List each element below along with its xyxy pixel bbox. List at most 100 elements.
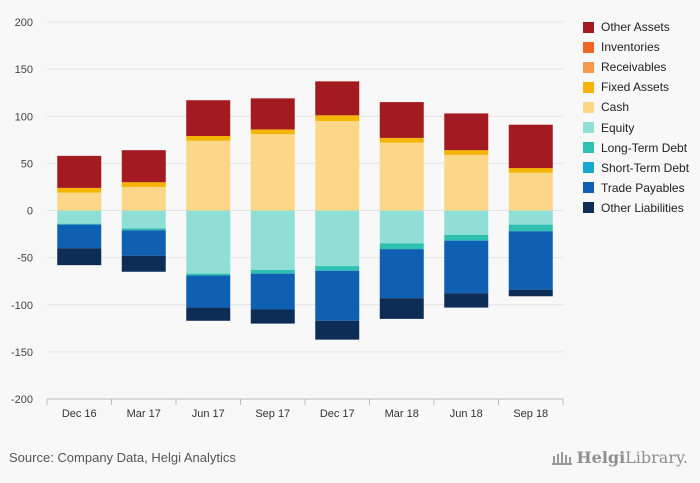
x-tick-label: Sep 17 [255,408,290,420]
bar-segment[interactable] [250,210,295,270]
legend-swatch [583,162,594,174]
legend-label: Other Liabilities [601,200,684,215]
bar-segment[interactable] [121,186,166,211]
bar-segment[interactable] [379,137,424,143]
bar-segment[interactable] [186,136,231,141]
bar-segment[interactable] [121,210,166,229]
x-tick-label: Mar 17 [127,408,161,420]
y-tick-label: -150 [11,347,33,359]
x-tick-label: Sep 18 [513,408,548,420]
legend-item-other-assets[interactable]: Other Assets [583,17,689,37]
bar-segment[interactable] [444,210,489,236]
y-tick-label: 200 [15,17,33,29]
legend-item-equity[interactable]: Equity [583,117,689,137]
y-tick-label: 50 [21,158,33,170]
legend-item-other-liabilities[interactable]: Other Liabilities [583,198,689,218]
bar-segment[interactable] [315,266,360,271]
helgi-library-logo[interactable]: HelgiLibrary. [551,448,688,467]
bar-segment[interactable] [57,248,102,266]
legend-label: Receivables [601,60,667,75]
legend-swatch [583,202,594,214]
legend-swatch [583,142,594,154]
bar-segment[interactable] [121,255,166,272]
bar-segment[interactable] [508,210,553,225]
bar-segment[interactable] [315,320,360,340]
x-tick-label: Jun 18 [450,408,483,420]
x-tick-label: Mar 18 [385,408,419,420]
y-tick-label: -100 [11,300,33,312]
y-tick-label: 100 [15,111,33,123]
bar-segment[interactable] [250,134,295,211]
bar-segment[interactable] [508,124,553,169]
bar-segment[interactable] [315,115,360,121]
bar-segment[interactable] [57,224,102,249]
legend-label: Short-Term Debt [601,160,690,175]
legend-label: Cash [601,100,630,115]
x-tick-label: Jun 17 [192,408,225,420]
x-axis: Dec 16 Mar 17 Jun 17 Sep 17 Dec 17 Mar 18 Jun … [46,398,564,420]
bar-segment[interactable] [57,155,102,188]
bar-segment[interactable] [444,240,489,294]
legend-swatch [583,182,594,194]
bar-segment[interactable] [186,307,231,321]
bar-segment[interactable] [186,100,231,137]
bar-segment[interactable] [250,309,295,324]
bar-segment[interactable] [444,293,489,308]
bar-segment[interactable] [508,172,553,211]
legend-item-trade-payables[interactable]: Trade Payables [583,178,689,198]
bar-segment[interactable] [57,210,102,224]
bar-segment[interactable] [186,140,231,211]
bars [57,81,553,340]
bar-segment[interactable] [250,269,295,274]
bar-segment[interactable] [57,223,102,225]
bar-segment[interactable] [250,273,295,310]
bar-segment[interactable] [315,270,360,321]
legend-swatch [583,41,594,53]
bar-segment[interactable] [444,235,489,241]
bar-segment[interactable] [186,210,231,274]
legend-swatch [583,81,594,93]
legend-item-long-term-debt[interactable]: Long-Term Debt [583,138,689,158]
bar-segment[interactable] [186,275,231,308]
bar-segment[interactable] [315,210,360,267]
bar-segment[interactable] [121,230,166,256]
bar-segment[interactable] [121,182,166,187]
y-tick-label: 150 [15,64,33,76]
bar-segment[interactable] [57,187,102,193]
bar-segment[interactable] [508,224,553,232]
legend-swatch [583,61,594,73]
bar-segment[interactable] [121,150,166,183]
legend-label: Fixed Assets [601,80,670,95]
bar-segment[interactable] [250,98,295,130]
bar-segment[interactable] [379,102,424,138]
bar-segment[interactable] [444,113,489,151]
bar-segment[interactable] [508,289,553,297]
legend-swatch [583,122,594,134]
bar-segment[interactable] [508,231,553,290]
bar-segment[interactable] [379,210,424,244]
bar-segment[interactable] [186,273,231,276]
legend-item-short-term-debt[interactable]: Short-Term Debt [583,158,689,178]
bar-segment[interactable] [379,249,424,299]
bar-segment[interactable] [57,192,102,211]
legend-item-cash[interactable]: Cash [583,97,689,117]
legend-label: Equity [601,120,635,135]
bar-segment[interactable] [315,81,360,116]
legend-item-receivables[interactable]: Receivables [583,57,689,77]
y-tick-label: -50 [17,253,33,265]
legend-label: Trade Payables [601,180,685,195]
bar-segment[interactable] [379,142,424,211]
bar-segment[interactable] [250,129,295,135]
bar-segment[interactable] [508,168,553,173]
bar-segment[interactable] [379,243,424,250]
bar-segment[interactable] [121,228,166,231]
bar-segment[interactable] [315,120,360,211]
bar-segment[interactable] [444,154,489,211]
bar-segment[interactable] [379,298,424,319]
legend-swatch [583,101,594,113]
y-axis: -200 -150 -100 -50 0 50 100 150 200 [11,17,33,406]
legend-label: Long-Term Debt [601,140,688,155]
legend-item-inventories[interactable]: Inventories [583,37,689,57]
legend-item-fixed-assets[interactable]: Fixed Assets [583,77,689,97]
bar-segment[interactable] [444,150,489,155]
